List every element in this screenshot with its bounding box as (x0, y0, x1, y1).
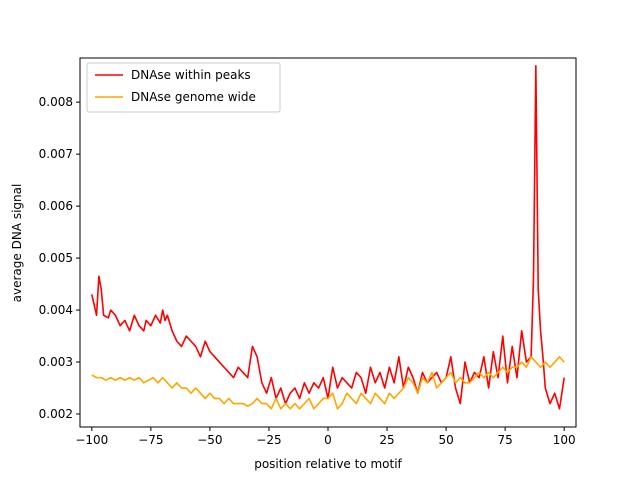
x-tick-label: 50 (438, 433, 453, 447)
x-tick-label: 75 (498, 433, 513, 447)
legend: DNAse within peaks DNAse genome wide (86, 62, 281, 113)
y-tick-label: 0.006 (39, 199, 73, 213)
x-tick-label: −100 (75, 433, 108, 447)
y-tick-label: 0.004 (39, 303, 73, 317)
y-tick-label: 0.005 (39, 251, 73, 265)
x-axis-label: position relative to motif (254, 457, 402, 471)
plot-area: −100 −75 −50 −25 0 25 50 75 100 0.002 0.003 0.004 0.… (39, 57, 577, 447)
y-tick-label: 0.002 (39, 407, 73, 421)
x-tick-label: −25 (256, 433, 281, 447)
x-tick-label: 25 (379, 433, 394, 447)
x-tick-label: 100 (553, 433, 576, 447)
x-tick-label: −50 (197, 433, 222, 447)
x-tick-label: 0 (324, 433, 332, 447)
legend-frame (86, 62, 281, 113)
legend-label-dnase-genome-wide: DNAse genome wide (131, 90, 256, 104)
y-tick-label: 0.007 (39, 147, 73, 161)
y-tick-label: 0.008 (39, 95, 73, 109)
series-line-0 (91, 65, 565, 410)
y-axis-label: average DNA signal (10, 184, 24, 303)
x-tick-label: −75 (138, 433, 163, 447)
series-line-1 (91, 356, 565, 410)
y-tick-label: 0.003 (39, 355, 73, 369)
legend-label-dnase-within-peaks: DNAse within peaks (131, 68, 251, 82)
